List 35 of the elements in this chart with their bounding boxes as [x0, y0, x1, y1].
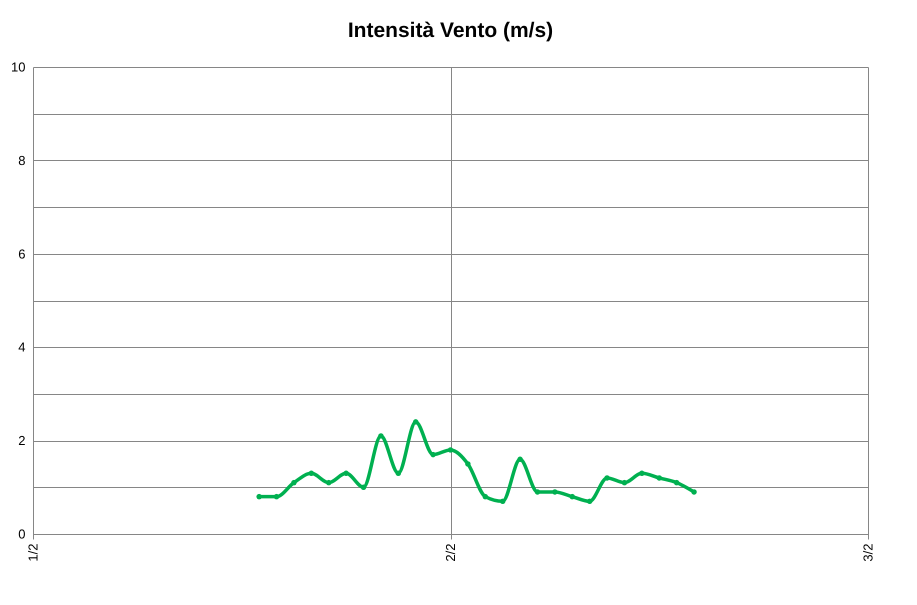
point	[343, 470, 349, 476]
point	[326, 480, 332, 486]
y-tick-label: 10	[11, 60, 26, 74]
point	[430, 452, 436, 458]
point	[604, 475, 610, 481]
y-tick-label: 6	[18, 246, 26, 262]
x-tick-label: 1/2	[26, 544, 40, 562]
point	[570, 494, 576, 500]
point	[674, 480, 680, 486]
chart-title: Intensità Vento (m/s)	[348, 19, 554, 42]
point	[656, 475, 662, 481]
point	[412, 419, 418, 425]
point	[534, 489, 540, 495]
point	[274, 494, 280, 500]
point	[256, 494, 262, 500]
point	[448, 447, 454, 453]
y-tick-label: 2	[18, 433, 26, 448]
y-tick-label: 4	[18, 340, 26, 355]
point	[639, 470, 645, 476]
point	[308, 470, 314, 476]
y-tick-label: 8	[18, 152, 26, 168]
x-tick-label: 3/2	[860, 544, 876, 562]
point	[378, 433, 384, 439]
point	[517, 456, 523, 462]
point	[482, 494, 488, 500]
point	[500, 498, 506, 504]
point	[552, 489, 558, 495]
point	[691, 489, 697, 495]
point	[396, 470, 402, 476]
point	[360, 484, 366, 490]
y-tick-label: 0	[18, 526, 26, 542]
point	[622, 480, 628, 486]
point	[465, 461, 471, 467]
point	[291, 480, 297, 486]
x-tick-label: 2/2	[443, 544, 458, 562]
